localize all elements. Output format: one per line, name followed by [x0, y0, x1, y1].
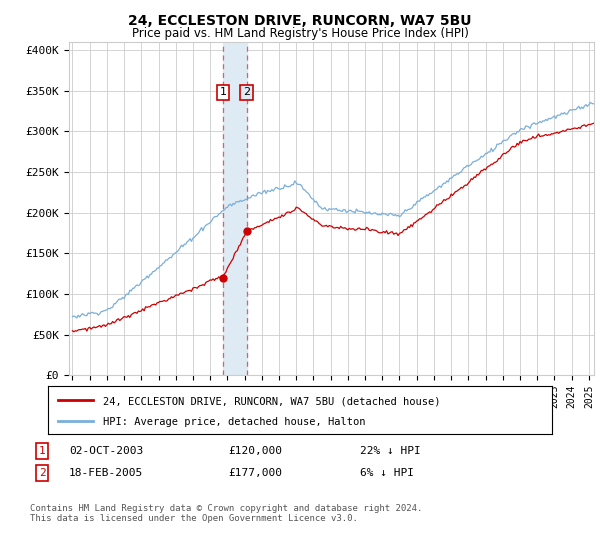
- Text: 1: 1: [38, 446, 46, 456]
- Text: 22% ↓ HPI: 22% ↓ HPI: [360, 446, 421, 456]
- Text: 02-OCT-2003: 02-OCT-2003: [69, 446, 143, 456]
- Text: HPI: Average price, detached house, Halton: HPI: Average price, detached house, Halt…: [103, 417, 366, 427]
- Text: 24, ECCLESTON DRIVE, RUNCORN, WA7 5BU: 24, ECCLESTON DRIVE, RUNCORN, WA7 5BU: [128, 14, 472, 28]
- Text: 1: 1: [220, 87, 227, 97]
- Text: £177,000: £177,000: [228, 468, 282, 478]
- Bar: [223, 42, 247, 375]
- Text: 2: 2: [243, 87, 250, 97]
- Text: £120,000: £120,000: [228, 446, 282, 456]
- Text: 18-FEB-2005: 18-FEB-2005: [69, 468, 143, 478]
- Text: Price paid vs. HM Land Registry's House Price Index (HPI): Price paid vs. HM Land Registry's House …: [131, 27, 469, 40]
- Text: 24, ECCLESTON DRIVE, RUNCORN, WA7 5BU (detached house): 24, ECCLESTON DRIVE, RUNCORN, WA7 5BU (d…: [103, 396, 441, 407]
- Text: 2: 2: [38, 468, 46, 478]
- Text: Contains HM Land Registry data © Crown copyright and database right 2024.
This d: Contains HM Land Registry data © Crown c…: [30, 504, 422, 524]
- Text: 6% ↓ HPI: 6% ↓ HPI: [360, 468, 414, 478]
